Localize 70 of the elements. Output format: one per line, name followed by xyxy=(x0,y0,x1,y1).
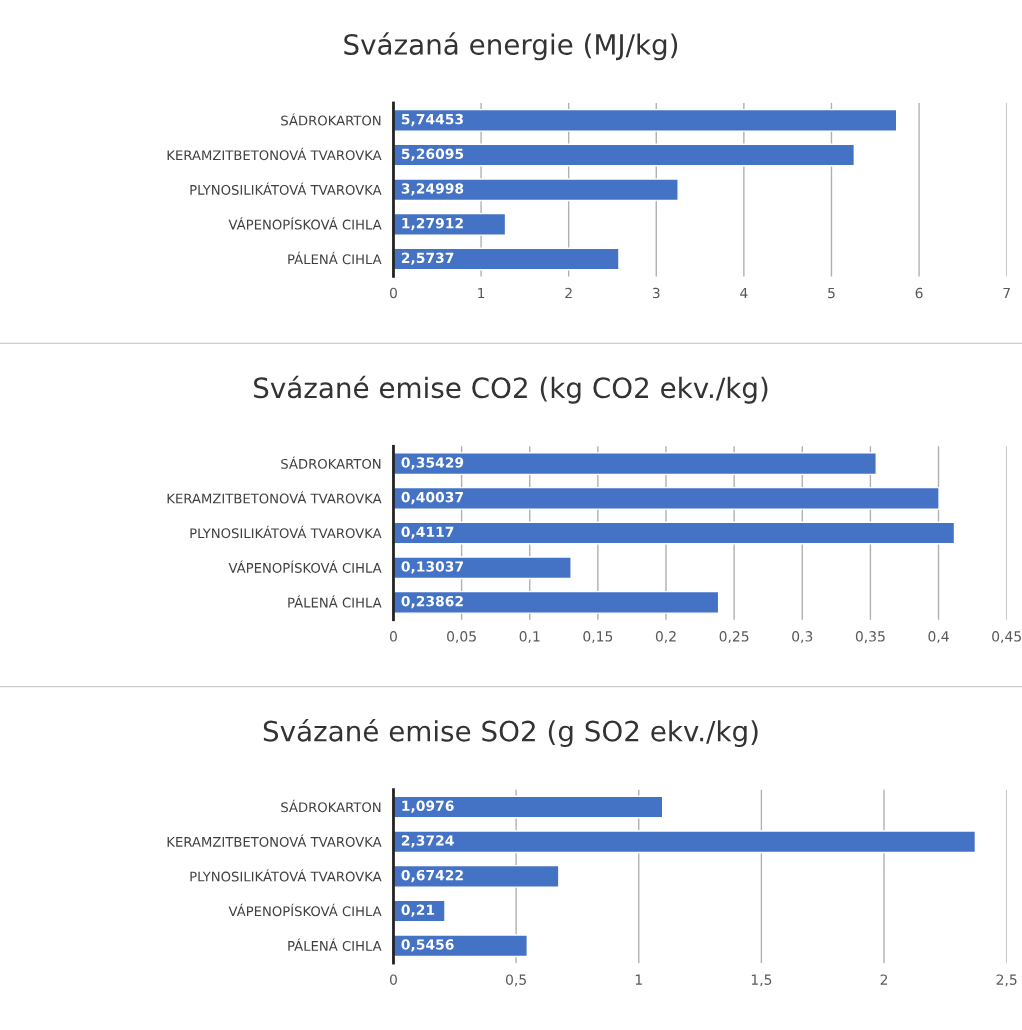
y-tick-label: VÁPENOPÍSKOVÁ CIHLA xyxy=(228,903,382,917)
y-tick-label: SÁDROKARTON xyxy=(281,799,381,813)
bar xyxy=(393,795,664,819)
data-label: 2,3724 xyxy=(401,835,454,848)
bar xyxy=(393,934,528,958)
x-tick-label: 0,05 xyxy=(447,631,476,643)
data-label: 0,23862 xyxy=(401,595,463,609)
chart-title: Svázaná energie (MJ/kg) xyxy=(344,32,678,61)
bar xyxy=(393,247,620,271)
y-tick-label: PLYNOSILIKÁTOVÁ TVAROVKA xyxy=(190,182,382,195)
data-label: 1,0976 xyxy=(402,800,454,813)
data-label: 0,21 xyxy=(401,904,435,917)
x-tick-label: 0 xyxy=(389,287,397,299)
bar xyxy=(393,486,940,510)
x-tick-label: 0,35 xyxy=(855,631,885,643)
bar xyxy=(393,830,977,854)
data-label: 0,67422 xyxy=(401,869,463,883)
x-tick-label: 0,1 xyxy=(519,631,540,643)
x-tick-label: 0 xyxy=(389,631,397,642)
data-label: 2,5737 xyxy=(401,252,454,265)
x-tick-label: 1 xyxy=(478,287,485,299)
bar xyxy=(393,864,560,888)
x-tick-label: 3 xyxy=(652,287,660,299)
y-tick-label: SÁDROKARTON xyxy=(281,456,381,469)
x-tick-label: 2,5 xyxy=(996,974,1017,987)
x-tick-label: 0,3 xyxy=(792,631,813,643)
x-tick-label: 0,15 xyxy=(583,631,613,643)
data-label: 0,13037 xyxy=(401,561,463,574)
y-tick-label: KERAMZITBETONOVÁ TVAROVKA xyxy=(167,147,382,161)
bar xyxy=(393,521,956,545)
data-label: 1,27912 xyxy=(402,217,463,231)
data-label: 5,74453 xyxy=(401,113,463,127)
x-tick-label: 0,25 xyxy=(719,631,749,643)
bar xyxy=(393,452,877,476)
x-tick-label: 0,5 xyxy=(505,974,526,987)
chart-title: Svázané emise CO2 (kg CO2 ekv./kg) xyxy=(254,375,768,404)
x-tick-label: 5 xyxy=(828,287,835,299)
bar xyxy=(393,143,856,167)
y-tick-label: VÁPENOPÍSKOVÁ CIHLA xyxy=(228,217,382,230)
y-tick-label: KERAMZITBETONOVÁ TVAROVKA xyxy=(167,834,382,847)
x-tick-label: 2 xyxy=(880,974,888,985)
chart-title: Svázané emise SO2 (g SO2 ekv./kg) xyxy=(263,719,758,748)
x-tick-label: 1 xyxy=(635,974,642,985)
bar xyxy=(393,556,572,580)
data-label: 0,35429 xyxy=(401,457,464,470)
x-tick-label: 2 xyxy=(565,287,572,299)
data-label: 5,26095 xyxy=(401,148,464,161)
x-tick-label: 0 xyxy=(389,974,397,985)
y-tick-label: PLYNOSILIKÁTOVÁ TVAROVKA xyxy=(190,869,382,882)
x-tick-label: 0,45 xyxy=(992,631,1021,643)
x-tick-label: 7 xyxy=(1003,287,1010,299)
x-tick-label: 4 xyxy=(740,287,748,299)
x-tick-label: 1,5 xyxy=(751,974,772,987)
y-tick-label: PLYNOSILIKÁTOVÁ TVAROVKA xyxy=(190,525,382,539)
y-tick-label: PÁLENÁ CIHLA xyxy=(288,595,382,608)
y-tick-label: KERAMZITBETONOVÁ TVAROVKA xyxy=(167,491,382,504)
data-label: 3,24998 xyxy=(401,183,464,196)
data-label: 0,4117 xyxy=(401,526,454,539)
bar xyxy=(393,590,720,614)
data-label: 0,5456 xyxy=(401,939,454,952)
y-tick-label: PÁLENÁ CIHLA xyxy=(288,938,382,951)
y-tick-label: SÁDROKARTON xyxy=(281,113,381,126)
bar xyxy=(393,108,898,132)
y-tick-label: VÁPENOPÍSKOVÁ CIHLA xyxy=(228,560,382,573)
x-tick-label: 0,2 xyxy=(655,631,676,643)
x-tick-label: 6 xyxy=(915,287,923,299)
bar xyxy=(393,178,679,202)
y-tick-label: PÁLENÁ CIHLA xyxy=(288,251,382,265)
x-tick-label: 0,4 xyxy=(928,631,949,643)
data-label: 0,40037 xyxy=(401,491,463,505)
